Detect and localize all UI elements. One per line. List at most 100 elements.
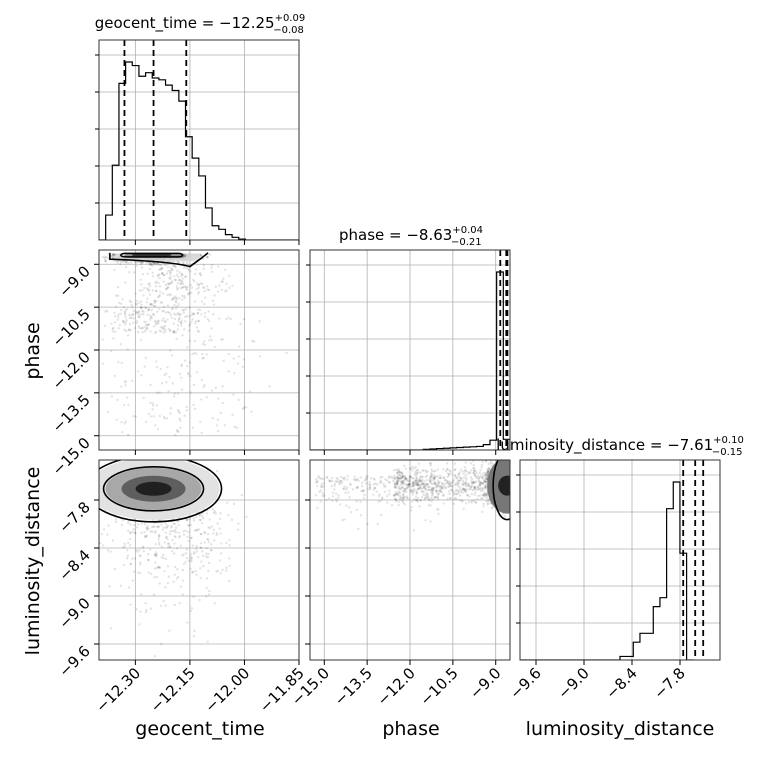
sample-point: [148, 548, 152, 551]
sample-point: [423, 484, 426, 487]
sample-point: [372, 483, 376, 486]
sample-point: [404, 478, 407, 481]
sample-point: [166, 565, 170, 568]
sample-point: [164, 557, 168, 561]
sample-point: [139, 610, 142, 613]
sample-point: [114, 518, 118, 521]
sample-point: [172, 331, 175, 334]
sample-point: [187, 373, 190, 376]
sample-point: [184, 266, 188, 269]
sample-point: [145, 526, 149, 530]
sample-point: [178, 536, 181, 539]
sample-point: [96, 560, 98, 562]
sample-point: [182, 327, 186, 331]
sample-point: [202, 286, 205, 289]
sample-point: [159, 325, 163, 329]
sample-point: [143, 365, 146, 368]
sample-point: [143, 326, 146, 329]
sample-point: [152, 593, 156, 596]
sample-point: [184, 285, 187, 289]
sample-point: [375, 490, 379, 493]
sample-point: [202, 286, 206, 290]
sample-point: [168, 629, 171, 632]
sample-point: [160, 266, 164, 270]
sample-point: [140, 283, 143, 286]
sample-point: [137, 325, 140, 328]
sample-point: [113, 259, 116, 263]
sample-point: [182, 266, 186, 269]
sample-point: [88, 476, 90, 478]
sample-point: [503, 514, 507, 518]
sample-point: [211, 525, 214, 528]
sample-point: [178, 313, 181, 317]
sample-point: [139, 300, 143, 303]
sample-point: [116, 261, 119, 264]
sample-point: [413, 481, 416, 484]
sample-point: [192, 519, 196, 523]
sample-point: [190, 607, 194, 610]
sample-point: [317, 476, 320, 479]
sample-point: [130, 379, 134, 382]
sample-point: [178, 271, 182, 274]
sample-point: [366, 475, 369, 478]
panel-luminosity_distance-vs-luminosity_distance: [520, 460, 720, 660]
sample-point: [191, 352, 194, 356]
sample-point: [144, 323, 148, 327]
sample-point: [208, 526, 212, 530]
sample-point: [171, 307, 174, 310]
sample-point: [105, 256, 108, 259]
sample-point: [160, 272, 164, 276]
sample-point: [180, 280, 183, 283]
sample-point: [232, 357, 235, 360]
sample-point: [150, 525, 154, 529]
sample-point: [139, 306, 143, 309]
sample-point: [207, 593, 211, 596]
sample-point: [174, 531, 178, 534]
sample-point: [226, 501, 229, 504]
sample-point: [399, 488, 402, 491]
sample-point: [185, 405, 188, 409]
sample-point: [149, 302, 153, 306]
sample-point: [172, 331, 175, 334]
sample-point: [141, 289, 144, 292]
sample-point: [181, 286, 184, 289]
sample-point: [128, 299, 132, 303]
sample-point: [410, 485, 413, 488]
sample-point: [465, 494, 469, 497]
sample-point: [227, 370, 230, 373]
sample-point: [124, 379, 127, 383]
sample-point: [490, 464, 493, 468]
sample-point: [155, 575, 159, 579]
sample-point: [169, 266, 173, 270]
sample-point: [167, 545, 170, 549]
sample-point: [201, 517, 205, 520]
sample-point: [138, 623, 141, 626]
sample-point: [219, 571, 223, 575]
sample-point: [210, 266, 213, 269]
sample-point: [141, 309, 144, 313]
sample-point: [212, 528, 216, 532]
sample-point: [189, 567, 192, 571]
sample-point: [416, 481, 419, 484]
sample-point: [223, 424, 227, 427]
sample-point: [177, 320, 181, 323]
sample-point: [208, 253, 212, 256]
sample-point: [104, 260, 107, 263]
sample-point: [133, 557, 137, 560]
sample-point: [168, 328, 172, 332]
sample-point: [435, 489, 438, 492]
sample-point: [159, 268, 162, 271]
sample-point: [186, 535, 189, 539]
sample-point: [166, 293, 169, 297]
sample-point: [201, 554, 205, 558]
sample-point: [181, 593, 185, 596]
sample-point: [148, 263, 151, 267]
sample-point: [368, 483, 372, 487]
sample-point: [157, 525, 160, 528]
sample-point: [192, 313, 196, 316]
sample-point: [136, 550, 139, 553]
sample-point: [184, 560, 187, 564]
sample-point: [199, 532, 203, 536]
sample-point: [176, 408, 180, 412]
sample-point: [161, 271, 164, 275]
